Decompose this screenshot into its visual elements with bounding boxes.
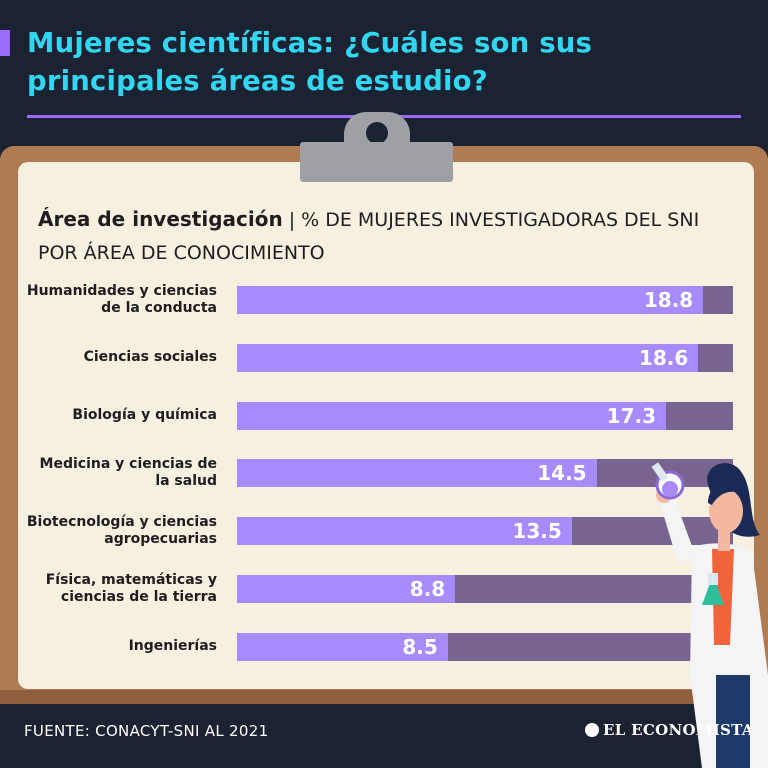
brand-logo: EL ECONOMISTA <box>585 721 754 739</box>
source-note: FUENTE: CONACYT-SNI AL 2021 <box>24 722 269 740</box>
bar-track: 8.8 <box>237 575 733 603</box>
clip-base <box>300 142 453 182</box>
bar <box>237 459 597 488</box>
bar <box>237 401 667 430</box>
clipboard-edge <box>0 690 768 704</box>
bar-value-label: 13.5 <box>512 519 562 544</box>
bar-value-label: 14.5 <box>537 461 587 486</box>
category-label: Biología y química <box>72 407 217 424</box>
subtitle-separator: | <box>288 209 296 231</box>
page-title: Mujeres científicas: ¿Cuáles son sus pri… <box>27 27 593 97</box>
bar-value-label: 17.3 <box>606 403 657 428</box>
subtitle-bold: Área de investigación <box>38 207 283 231</box>
category-label: Medicina y ciencias de la salud <box>39 456 217 490</box>
category-label: Ingenierías <box>128 638 217 655</box>
bar-track: 18.6 <box>237 343 733 372</box>
bar <box>237 343 699 372</box>
category-label: Biotecnología y ciencias agropecuarias <box>26 514 217 548</box>
brand-icon <box>585 723 599 737</box>
bar-value-label: 18.8 <box>643 288 694 312</box>
bar-track: 8.5 <box>237 632 733 661</box>
category-label: Ciencias sociales <box>83 349 217 366</box>
brand-name: EL ECONOMISTA <box>603 721 754 739</box>
bar <box>237 517 572 546</box>
chart-subtitle: Área de investigación |% DE MUJERES INVES… <box>38 203 738 270</box>
bar-track: 17.3 <box>237 401 733 430</box>
bar <box>237 632 448 661</box>
subtitle-rest: % DE MUJERES INVESTIGADORAS DEL SNI POR … <box>38 209 700 264</box>
scientist-illustration <box>651 462 768 768</box>
bar-value-label: 8.5 <box>402 634 438 659</box>
category-label: Humanidades y ciencias de la conducta <box>26 283 217 316</box>
bar-track: 18.8 <box>237 286 733 314</box>
category-label: Física, matemáticas y ciencias de la tie… <box>45 572 217 605</box>
bar-value-label: 8.8 <box>409 577 446 601</box>
bar-track: 13.5 <box>237 517 733 546</box>
bar <box>237 575 456 603</box>
title-accent-bar <box>0 30 10 56</box>
bar-value-label: 18.6 <box>638 345 689 370</box>
clip-hole <box>366 122 388 144</box>
bar <box>237 286 704 314</box>
bar-track: 14.5 <box>237 459 733 488</box>
